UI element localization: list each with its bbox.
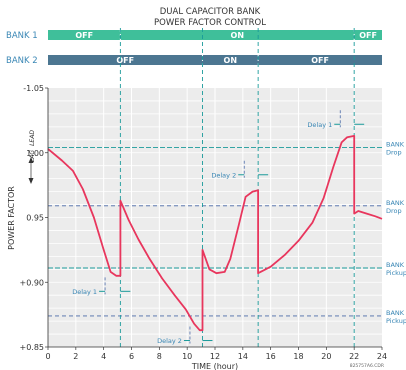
power-factor-curve [47,135,383,332]
threshold-label-line-2: Pickup [386,317,406,325]
x-tick-label: 16 [266,352,276,361]
bank-1-segment-label: ON [231,31,245,40]
delay-label: Delay 2 [211,171,236,179]
delay-markers: Delay 1 Delay 2 Delay 2 Delay 1 [72,110,365,345]
x-tick-label: 6 [129,352,134,361]
bank-1-segment-label: OFF [75,31,93,40]
x-tick-label: 24 [377,352,387,361]
chart-title-line-2: POWER FACTOR CONTROL [154,18,266,28]
lead-label: LEAD [29,130,36,146]
figure-code: 825757A6.CDR [350,363,384,369]
delay-label: Delay 1 [307,121,332,129]
y-axis-title: POWER FACTOR [7,186,16,250]
lead-lag-indicator: LEAD LAG [28,130,36,184]
x-tick-label: 2 [73,352,78,361]
threshold-label-line-2: Pickup [386,269,406,277]
bank-2-bar [48,55,382,65]
x-tick-label: 14 [238,352,248,361]
threshold-label-line-2: Drop [386,149,402,157]
y-tick-label: +0.85 [19,343,44,352]
bank-1-label: BANK 1 [6,31,38,41]
x-tick-label: 8 [157,352,162,361]
x-tick-label: 12 [210,352,220,361]
x-tick-label: 4 [101,352,106,361]
threshold-label-line-1: BANK [386,309,405,317]
x-tick-label: 22 [349,352,359,361]
axis-ticks: 0 2 4 6 8 10 12 14 16 18 20 22 24-1.051.000.95+0.90+… [19,84,387,361]
x-axis-title: TIME (hour) [191,362,238,370]
bank-2-segment-label: OFF [116,56,134,65]
threshold-label-line-1: BANK [386,199,405,207]
threshold-label-line-1: BANK [386,261,405,269]
y-tick-label: 0.95 [26,214,44,223]
chart-title-line-1: DUAL CAPACITOR BANK [160,7,261,17]
lag-label: LAG [29,150,36,162]
bank-2-segment-label: ON [224,56,238,65]
bank-status-bars: BANK 1 OFF ON OFF BANK 2 OFF ON OFF [6,30,382,66]
threshold-label-line-2: Drop [386,207,402,215]
bank-2-segment-label: OFF [311,56,329,65]
bank-1-segment-label: OFF [359,31,377,40]
delay-label: Delay 1 [72,288,97,296]
y-tick-label: +0.90 [19,278,44,287]
y-tick-label: -1.05 [23,84,44,93]
x-tick-label: 10 [182,352,192,361]
x-tick-label: 20 [321,352,331,361]
y-tick-label: 1.00 [26,149,44,158]
bank-1-bar [48,30,382,40]
threshold-label-line-1: BANK [386,141,405,149]
x-tick-label: 18 [293,352,303,361]
bank-2-label: BANK 2 [6,56,38,66]
delay-label: Delay 2 [157,337,182,345]
x-tick-label: 0 [45,352,50,361]
